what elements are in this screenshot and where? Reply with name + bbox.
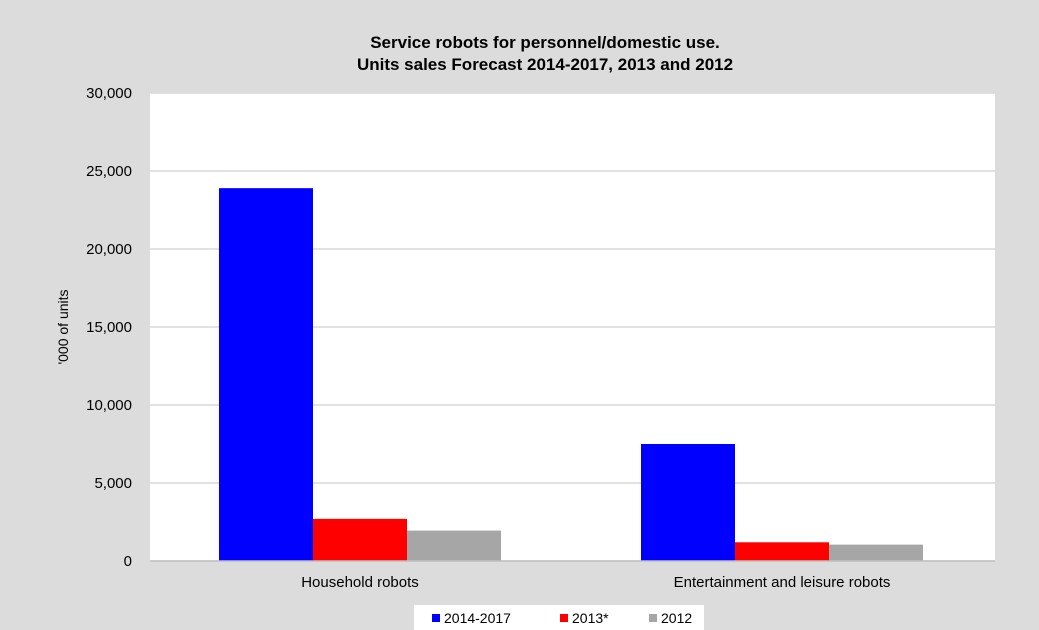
bar-2013-1 (313, 518, 407, 561)
bar-20142017-1 (219, 188, 313, 561)
x-category-label: Household robots (301, 574, 419, 591)
y-tick-label: 0 (124, 553, 132, 570)
chart-title: Service robots for personnel/domestic us… (370, 33, 720, 52)
x-category-label: Entertainment and leisure robots (674, 574, 891, 591)
legend-label: 2012 (661, 610, 692, 626)
y-tick-label: 10,000 (86, 397, 132, 414)
y-axis-ticks: 0 5,000 10,000 15,000 20,000 25,000 30,000 (86, 85, 132, 570)
x-axis-categories: Household robots Entertainment and leisur… (301, 574, 890, 591)
y-tick-label: 15,000 (86, 319, 132, 336)
legend: 2014-2017 2013* 2012 (414, 605, 704, 630)
bars (219, 188, 923, 561)
chart-subtitle: Units sales Forecast 2014-2017, 2013 and… (357, 55, 733, 74)
bar-20142017-2 (641, 444, 735, 561)
legend-swatch (649, 614, 657, 622)
y-tick-label: 25,000 (86, 163, 132, 180)
y-tick-label: 5,000 (94, 475, 132, 492)
y-axis-title: '000 of units (55, 289, 71, 364)
legend-swatch (560, 614, 568, 622)
bar-2012-1 (407, 530, 501, 561)
y-tick-label: 20,000 (86, 241, 132, 258)
bar-2012-2 (829, 544, 923, 561)
legend-swatch (432, 614, 440, 622)
bar-2013-2 (735, 542, 829, 561)
y-tick-label: 30,000 (86, 85, 132, 102)
legend-label: 2013* (572, 610, 609, 626)
legend-label: 2014-2017 (444, 610, 511, 626)
